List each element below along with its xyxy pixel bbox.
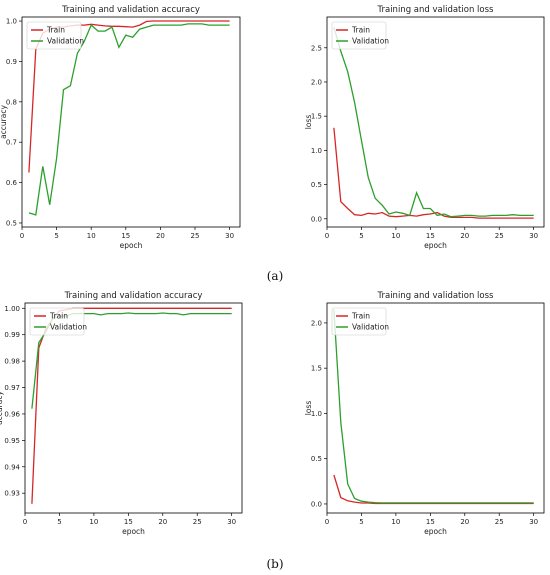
x-tick-label: 20 <box>460 518 469 526</box>
legend-box <box>26 21 82 50</box>
x-tick-label: 5 <box>359 518 363 526</box>
y-axis-label: accuracy <box>0 105 8 139</box>
x-tick-label: 15 <box>426 232 435 240</box>
y-axis-label: loss <box>304 401 313 416</box>
chart-panel-1: Training and validation loss 0 5 10 15 20 25 30… <box>304 5 545 250</box>
y-tick-label: 0.7 <box>6 139 17 147</box>
legend-box <box>29 307 85 336</box>
y-tick-label: 0.5 <box>6 219 17 227</box>
y-tick-label: 0.95 <box>4 437 20 445</box>
series-line-train <box>31 307 232 504</box>
y-tick-label: 0.0 <box>311 500 322 508</box>
y-tick-label: 0.97 <box>4 384 20 392</box>
legend-label-train: Train <box>49 312 68 321</box>
y-tick-label: 1.00 <box>4 305 20 313</box>
x-tick-label: 20 <box>460 232 469 240</box>
y-axis-label: accuracy <box>0 391 4 425</box>
y-tick-label: 0.0 <box>311 215 322 223</box>
y-tick-label: 0.5 <box>311 455 322 463</box>
legend-label-validation: Validation <box>352 323 389 332</box>
chart-title: Training and validation loss <box>377 5 494 15</box>
legend-label-train: Train <box>351 26 370 35</box>
series-line-validation <box>333 309 534 504</box>
y-tick-label: 0.5 <box>311 181 322 189</box>
charts-container: Training and validation accuracy 0 5 10 15 20… <box>0 5 545 536</box>
y-tick-label: 2.5 <box>311 44 322 52</box>
y-tick-label: 1.0 <box>6 18 17 26</box>
series-line-validation <box>28 23 230 216</box>
y-tick-label: 1.0 <box>311 410 322 418</box>
y-tick-label: 0.8 <box>6 98 17 106</box>
y-tick-label: 1.0 <box>311 147 322 155</box>
x-tick-label: 20 <box>156 232 165 240</box>
y-tick-label: 2.0 <box>311 78 322 86</box>
plot-frame <box>24 302 243 514</box>
x-tick-label: 0 <box>325 232 329 240</box>
x-tick-label: 5 <box>359 232 363 240</box>
legend-label-train: Train <box>46 26 65 35</box>
y-tick-label: 0.93 <box>4 490 20 498</box>
x-tick-label: 30 <box>227 518 236 526</box>
plot-frame <box>21 16 241 228</box>
panel-label-a: (a) <box>267 269 284 283</box>
x-tick-label: 10 <box>89 518 98 526</box>
y-tick-label: 0.94 <box>4 463 20 471</box>
x-tick-label: 15 <box>121 232 130 240</box>
x-axis-label: epoch <box>424 241 447 250</box>
chart-panel-2: Training and validation accuracy 0 5 10 15 20… <box>0 291 243 536</box>
x-tick-label: 15 <box>124 518 133 526</box>
legend-label-validation: Validation <box>47 37 84 46</box>
x-tick-label: 0 <box>23 518 27 526</box>
x-tick-label: 25 <box>191 232 200 240</box>
x-tick-label: 25 <box>495 232 504 240</box>
series-line-validation <box>333 27 534 218</box>
x-tick-label: 30 <box>529 518 538 526</box>
x-tick-label: 30 <box>529 232 538 240</box>
x-axis-label: epoch <box>424 527 447 536</box>
y-tick-label: 0.99 <box>4 331 20 339</box>
x-tick-label: 25 <box>495 518 504 526</box>
y-tick-label: 0.6 <box>6 179 18 187</box>
legend-label-validation: Validation <box>352 37 389 46</box>
legend-label-train: Train <box>351 312 370 321</box>
legend-label-validation: Validation <box>50 323 87 332</box>
plot-frame <box>326 16 545 228</box>
x-tick-label: 20 <box>158 518 167 526</box>
y-tick-label: 0.96 <box>4 410 20 418</box>
panel-label-b: (b) <box>266 557 283 571</box>
x-tick-label: 30 <box>225 232 234 240</box>
plot-frame <box>326 302 545 514</box>
y-tick-label: 1.5 <box>311 113 322 121</box>
x-axis-label: epoch <box>120 241 143 250</box>
x-tick-label: 0 <box>325 518 329 526</box>
y-tick-label: 0.98 <box>4 358 20 366</box>
x-tick-label: 10 <box>391 518 400 526</box>
x-tick-label: 0 <box>20 232 24 240</box>
chart-title: Training and validation accuracy <box>61 5 200 15</box>
y-tick-label: 0.9 <box>6 58 17 66</box>
series-line-train <box>333 127 534 219</box>
x-axis-label: epoch <box>122 527 145 536</box>
chart-panel-0: Training and validation accuracy 0 5 10 15 20… <box>0 5 241 250</box>
y-tick-label: 2.0 <box>311 319 322 327</box>
x-tick-label: 5 <box>57 518 61 526</box>
legend-box <box>331 307 387 336</box>
x-tick-label: 5 <box>54 232 58 240</box>
y-tick-label: 1.5 <box>311 365 322 373</box>
x-tick-label: 10 <box>87 232 96 240</box>
series-line-train <box>333 474 534 505</box>
legend-box <box>331 21 387 50</box>
chart-title: Training and validation accuracy <box>64 291 203 301</box>
x-tick-label: 25 <box>193 518 202 526</box>
x-tick-label: 15 <box>426 518 435 526</box>
chart-title: Training and validation loss <box>377 291 494 301</box>
y-axis-label: loss <box>304 115 313 130</box>
chart-panel-3: Training and validation loss 0 5 10 15 20 25 30… <box>304 291 545 536</box>
x-tick-label: 10 <box>391 232 400 240</box>
